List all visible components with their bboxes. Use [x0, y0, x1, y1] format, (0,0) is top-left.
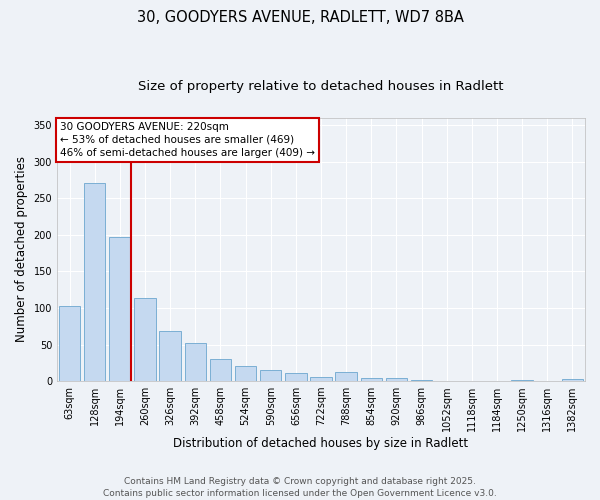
Bar: [84, 183, 106, 381]
Bar: [361, 378, 382, 381]
Bar: [310, 376, 332, 381]
Bar: [160, 332, 181, 381]
Text: Contains HM Land Registry data © Crown copyright and database right 2025.
Contai: Contains HM Land Registry data © Crown c…: [103, 476, 497, 498]
Bar: [109, 237, 131, 381]
Title: Size of property relative to detached houses in Radlett: Size of property relative to detached ho…: [138, 80, 504, 93]
Bar: [235, 366, 256, 381]
Bar: [285, 373, 307, 381]
Bar: [134, 298, 156, 381]
Bar: [210, 359, 231, 381]
Text: 30, GOODYERS AVENUE, RADLETT, WD7 8BA: 30, GOODYERS AVENUE, RADLETT, WD7 8BA: [137, 10, 463, 25]
Bar: [335, 372, 357, 381]
Bar: [185, 343, 206, 381]
Bar: [386, 378, 407, 381]
Bar: [562, 379, 583, 381]
Bar: [511, 380, 533, 381]
Bar: [59, 306, 80, 381]
Text: 30 GOODYERS AVENUE: 220sqm
← 53% of detached houses are smaller (469)
46% of sem: 30 GOODYERS AVENUE: 220sqm ← 53% of deta…: [59, 122, 314, 158]
Bar: [411, 380, 432, 381]
X-axis label: Distribution of detached houses by size in Radlett: Distribution of detached houses by size …: [173, 437, 469, 450]
Y-axis label: Number of detached properties: Number of detached properties: [15, 156, 28, 342]
Bar: [260, 370, 281, 381]
